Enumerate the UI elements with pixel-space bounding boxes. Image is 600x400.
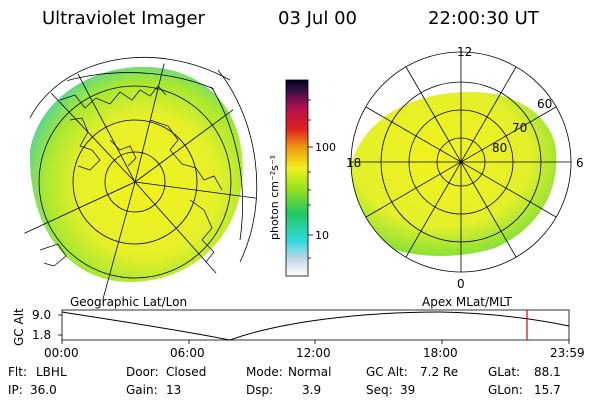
colorbar-tick-10: 10 <box>315 229 329 242</box>
status-door-label: Door: <box>126 365 159 379</box>
polar-mlt-plot <box>350 51 572 273</box>
status-mode-value: Normal <box>288 365 332 379</box>
mlt-label-18: 18 <box>346 156 362 170</box>
orbit-xtick-2359: 23:59 <box>550 346 585 360</box>
mlt-label-6: 6 <box>576 156 584 170</box>
orbit-xtick-1200: 12:00 <box>296 346 331 360</box>
orbit-ylabel: GC Alt <box>12 308 26 346</box>
geographic-map-label: Geographic Lat/Lon <box>70 295 188 309</box>
lat-label-80: 80 <box>492 141 508 155</box>
orbit-ytick-1-8: 1.8 <box>32 328 52 342</box>
status-mode-label: Mode: <box>246 365 283 379</box>
orbit-xtick-0600: 06:00 <box>170 346 205 360</box>
status-gcalt-value: 7.2 Re <box>420 365 459 379</box>
coastlines <box>39 85 223 267</box>
instrument-title: Ultraviolet Imager <box>42 8 205 29</box>
lat-label-60: 60 <box>537 97 553 111</box>
time-label: 22:00:30 UT <box>428 8 539 29</box>
aurora-emission-right <box>351 92 557 256</box>
status-dsp-label: Dsp: <box>246 383 274 397</box>
colorbar <box>285 79 309 277</box>
status-glat-label: GLat: <box>488 365 521 379</box>
status-glon-value: 15.7 <box>534 383 561 397</box>
mlt-label-12: 12 <box>457 45 473 59</box>
status-glat-value: 88.1 <box>534 365 561 379</box>
status-gcalt-label: GC Alt: <box>366 365 408 379</box>
orbit-ytick-9: 9.0 <box>32 308 52 322</box>
orbit-plot-frame <box>61 309 570 341</box>
status-gain-value: 13 <box>166 383 182 397</box>
colorbar-tick-100: 100 <box>315 141 336 154</box>
date-label: 03 Jul 00 <box>278 8 357 29</box>
mlt-label-0: 0 <box>457 277 465 291</box>
status-glon-label: GLon: <box>488 383 523 397</box>
orbit-xtick-0000: 00:00 <box>44 346 79 360</box>
status-flt-value: LBHL <box>36 365 67 379</box>
status-seq-label: Seq: <box>366 383 393 397</box>
status-ip-label: IP: <box>8 383 23 397</box>
status-gain-label: Gain: <box>126 383 158 397</box>
orbit-xtick-1800: 18:00 <box>423 346 458 360</box>
status-dsp-value: 3.9 <box>302 383 322 397</box>
status-ip-value: 36.0 <box>30 383 57 397</box>
status-flt-label: Flt: <box>8 365 27 379</box>
lat-label-70: 70 <box>512 121 528 135</box>
geographic-map <box>13 56 258 304</box>
polar-map-label: Apex MLat/MLT <box>422 295 512 309</box>
orbit-altitude-curve <box>61 311 570 341</box>
status-door-value: Closed <box>166 365 207 379</box>
colorbar-unit: photon cm⁻²s⁻¹ <box>268 154 281 240</box>
status-seq-value: 39 <box>400 383 416 397</box>
